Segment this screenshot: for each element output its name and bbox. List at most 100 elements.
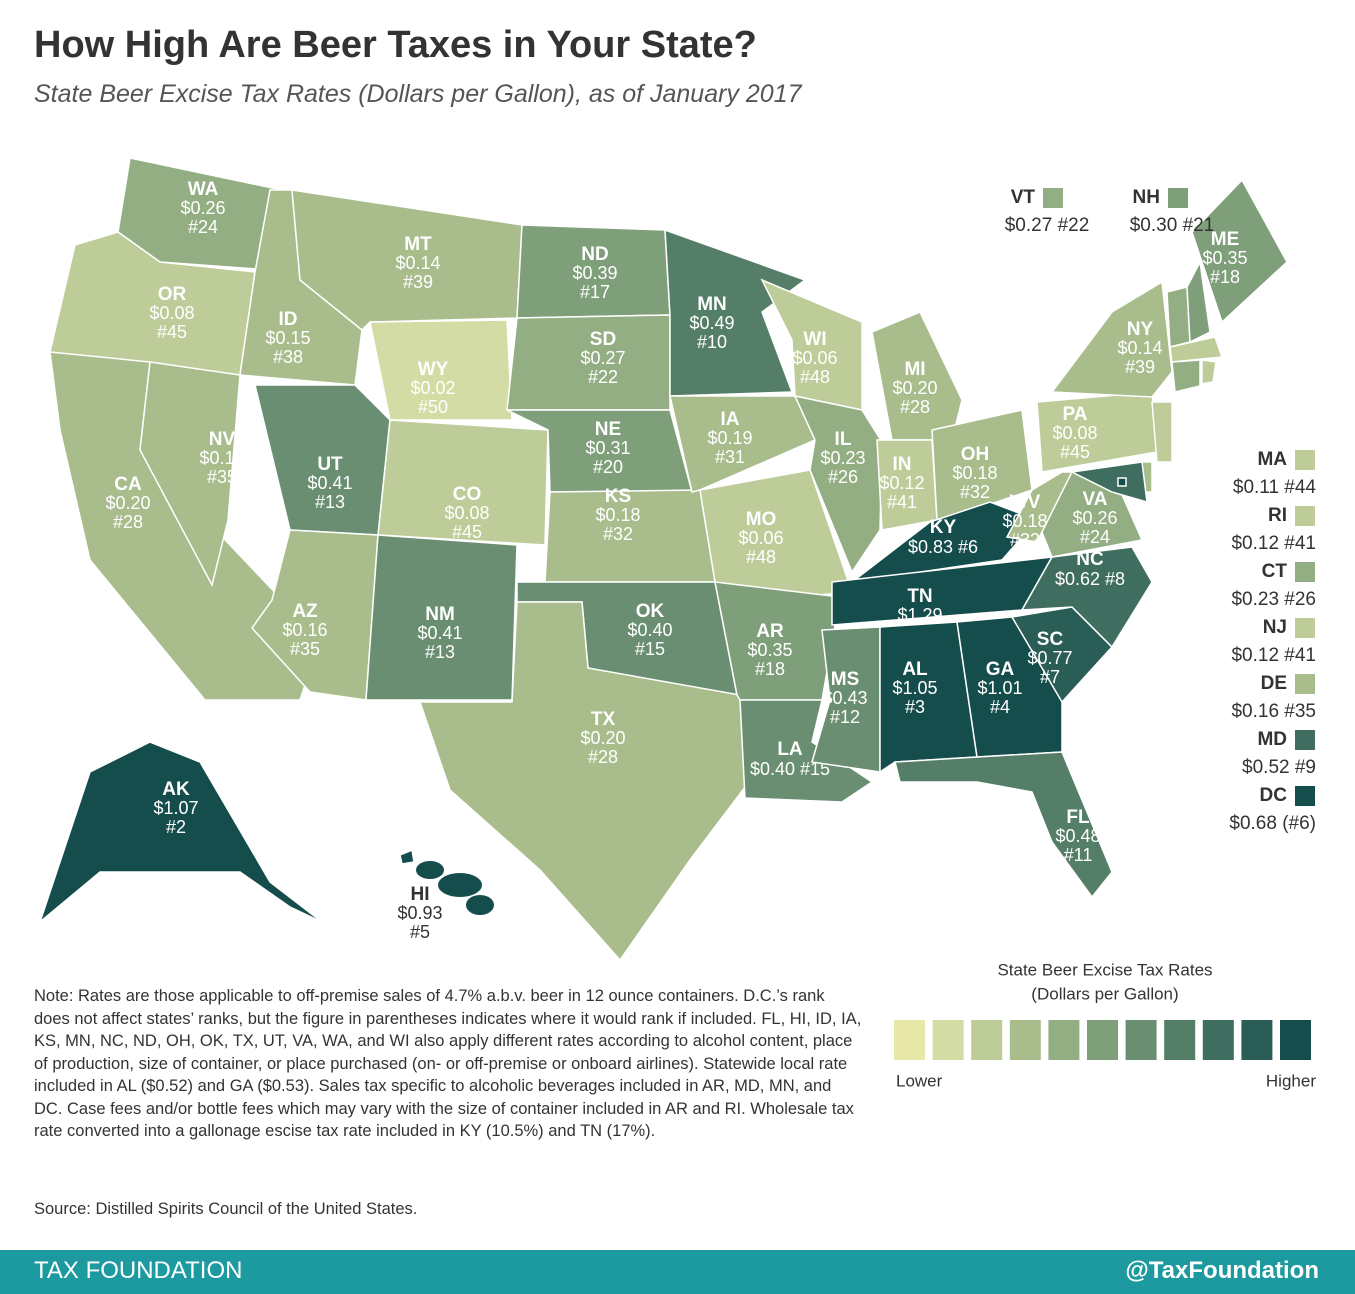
legend-title: State Beer Excise Tax Rates xyxy=(997,960,1212,979)
state-rate: $0.40 xyxy=(750,759,795,779)
state-rate: $0.43 xyxy=(822,688,867,708)
state-abbr: PA xyxy=(1063,404,1088,425)
state-rate-rank: $0.52 #9 xyxy=(1242,757,1316,778)
state-rank: #18 xyxy=(755,659,785,679)
state-rate-rank: $0.11 #44 xyxy=(1233,477,1317,498)
state-rank: #45 xyxy=(157,322,187,342)
state-shape xyxy=(369,319,513,421)
state-rate: $0.12 xyxy=(879,473,924,493)
source: Source: Distilled Spirits Council of the… xyxy=(34,1200,418,1218)
state-rank: #28 xyxy=(588,747,618,767)
legend-swatch xyxy=(1009,1020,1041,1060)
state-rank: #45 xyxy=(1060,442,1090,462)
state-rate: $0.02 xyxy=(410,378,455,398)
state-abbr: IL xyxy=(835,429,852,450)
state-rate: $1.01 xyxy=(977,678,1022,698)
state-abbr: WI xyxy=(803,329,826,350)
state-abbr: NC xyxy=(1076,549,1104,570)
state-abbr: CA xyxy=(114,474,142,495)
state-rank: #39 xyxy=(1125,357,1155,377)
state-rank: #13 xyxy=(315,492,345,512)
state-rate: $0.15 xyxy=(265,328,310,348)
state-abbr: NH xyxy=(1133,187,1160,208)
state-rate: $0.11 xyxy=(1233,477,1279,498)
state-abbr: DE xyxy=(1261,673,1287,694)
state-rate: $0.31 xyxy=(585,438,630,458)
state-abbr: FL xyxy=(1066,807,1090,828)
state-rate-rank: $0.83 #6 xyxy=(908,537,978,557)
state-abbr: NY xyxy=(1127,319,1154,340)
legend-subtitle: (Dollars per Gallon) xyxy=(1031,984,1178,1003)
state-rank: #41 xyxy=(1284,533,1316,554)
state-shape xyxy=(1166,286,1191,348)
state-abbr: MO xyxy=(746,509,777,530)
state-abbr: OR xyxy=(158,284,187,305)
state-rank: #28 xyxy=(900,397,930,417)
state-rate: $0.52 xyxy=(1242,757,1290,778)
state-rate: $0.49 xyxy=(689,313,734,333)
state-rank: #31 xyxy=(715,447,745,467)
legend-swatch xyxy=(971,1020,1003,1060)
state-rate: $0.77 xyxy=(1027,648,1072,668)
title: How High Are Beer Taxes in Your State? xyxy=(34,24,757,66)
state-abbr: WY xyxy=(418,359,449,380)
state-rank: #17 xyxy=(580,282,610,302)
state-abbr: OK xyxy=(636,601,665,622)
state-abbr: IA xyxy=(721,409,740,430)
state-abbr: AZ xyxy=(292,601,318,622)
state-rank: #26 xyxy=(1284,589,1316,610)
state-abbr: RI xyxy=(1268,505,1287,526)
state-swatch xyxy=(1295,450,1315,470)
state-abbr: WA xyxy=(188,179,219,200)
state-rate: $0.39 xyxy=(572,263,617,283)
state-swatch xyxy=(1295,506,1315,526)
state-shape xyxy=(1186,259,1211,344)
legend-low: Lower xyxy=(896,1071,943,1090)
state-rate: $0.18 xyxy=(595,505,640,525)
state-rate: $0.16 xyxy=(282,620,327,640)
state-shape xyxy=(669,395,816,493)
state-abbr: VA xyxy=(1083,489,1108,510)
state-swatch xyxy=(1295,618,1315,638)
state-abbr: MN xyxy=(697,294,727,315)
state-rate: $0.12 xyxy=(1231,645,1279,666)
state-rate-rank: $0.68 (#6) xyxy=(1229,813,1316,834)
state-shape xyxy=(849,501,1039,584)
state-rank: #21 xyxy=(1183,215,1215,236)
state-shape xyxy=(466,895,494,915)
state-rank: #35 xyxy=(1284,701,1316,722)
state-rate: $0.83 xyxy=(908,537,953,557)
state-abbr: MA xyxy=(1257,449,1287,470)
state-rank: #38 xyxy=(273,347,303,367)
state-rate: $0.08 xyxy=(1052,423,1097,443)
state-shape xyxy=(1117,477,1127,487)
state-rank: #48 xyxy=(800,367,830,387)
state-abbr: MD xyxy=(1257,729,1287,750)
state-abbr: CT xyxy=(1262,561,1288,582)
state-rank: #35 xyxy=(290,639,320,659)
state-swatch xyxy=(1295,786,1315,806)
legend-high: Higher xyxy=(1266,1071,1316,1090)
state-rate: $0.16 xyxy=(199,448,244,468)
state-rate: $0.20 xyxy=(105,493,150,513)
state-rate: $0.27 xyxy=(580,348,625,368)
state-abbr: CO xyxy=(453,484,482,505)
state-shape xyxy=(1005,471,1074,543)
state-rank: #41 xyxy=(1284,645,1316,666)
state-rank: #24 xyxy=(188,217,218,237)
state-rate: $0.26 xyxy=(1072,508,1117,528)
state-shape xyxy=(416,861,444,879)
state-shape xyxy=(399,848,415,865)
state-rate: $0.30 xyxy=(1130,215,1178,236)
state-rate: $0.18 xyxy=(1002,511,1047,531)
state-rank: #45 xyxy=(452,522,482,542)
state-rate: $0.12 xyxy=(1231,533,1279,554)
state-rank: #2 xyxy=(166,817,186,837)
state-abbr: AR xyxy=(756,621,784,642)
state-abbr: KS xyxy=(605,486,631,507)
legend-swatch xyxy=(1202,1020,1234,1060)
state-rate: $0.35 xyxy=(1202,248,1247,268)
state-rate-rank: $0.12 #41 xyxy=(1231,645,1316,666)
state-abbr: ME xyxy=(1211,229,1240,250)
legend-swatch xyxy=(932,1020,964,1060)
